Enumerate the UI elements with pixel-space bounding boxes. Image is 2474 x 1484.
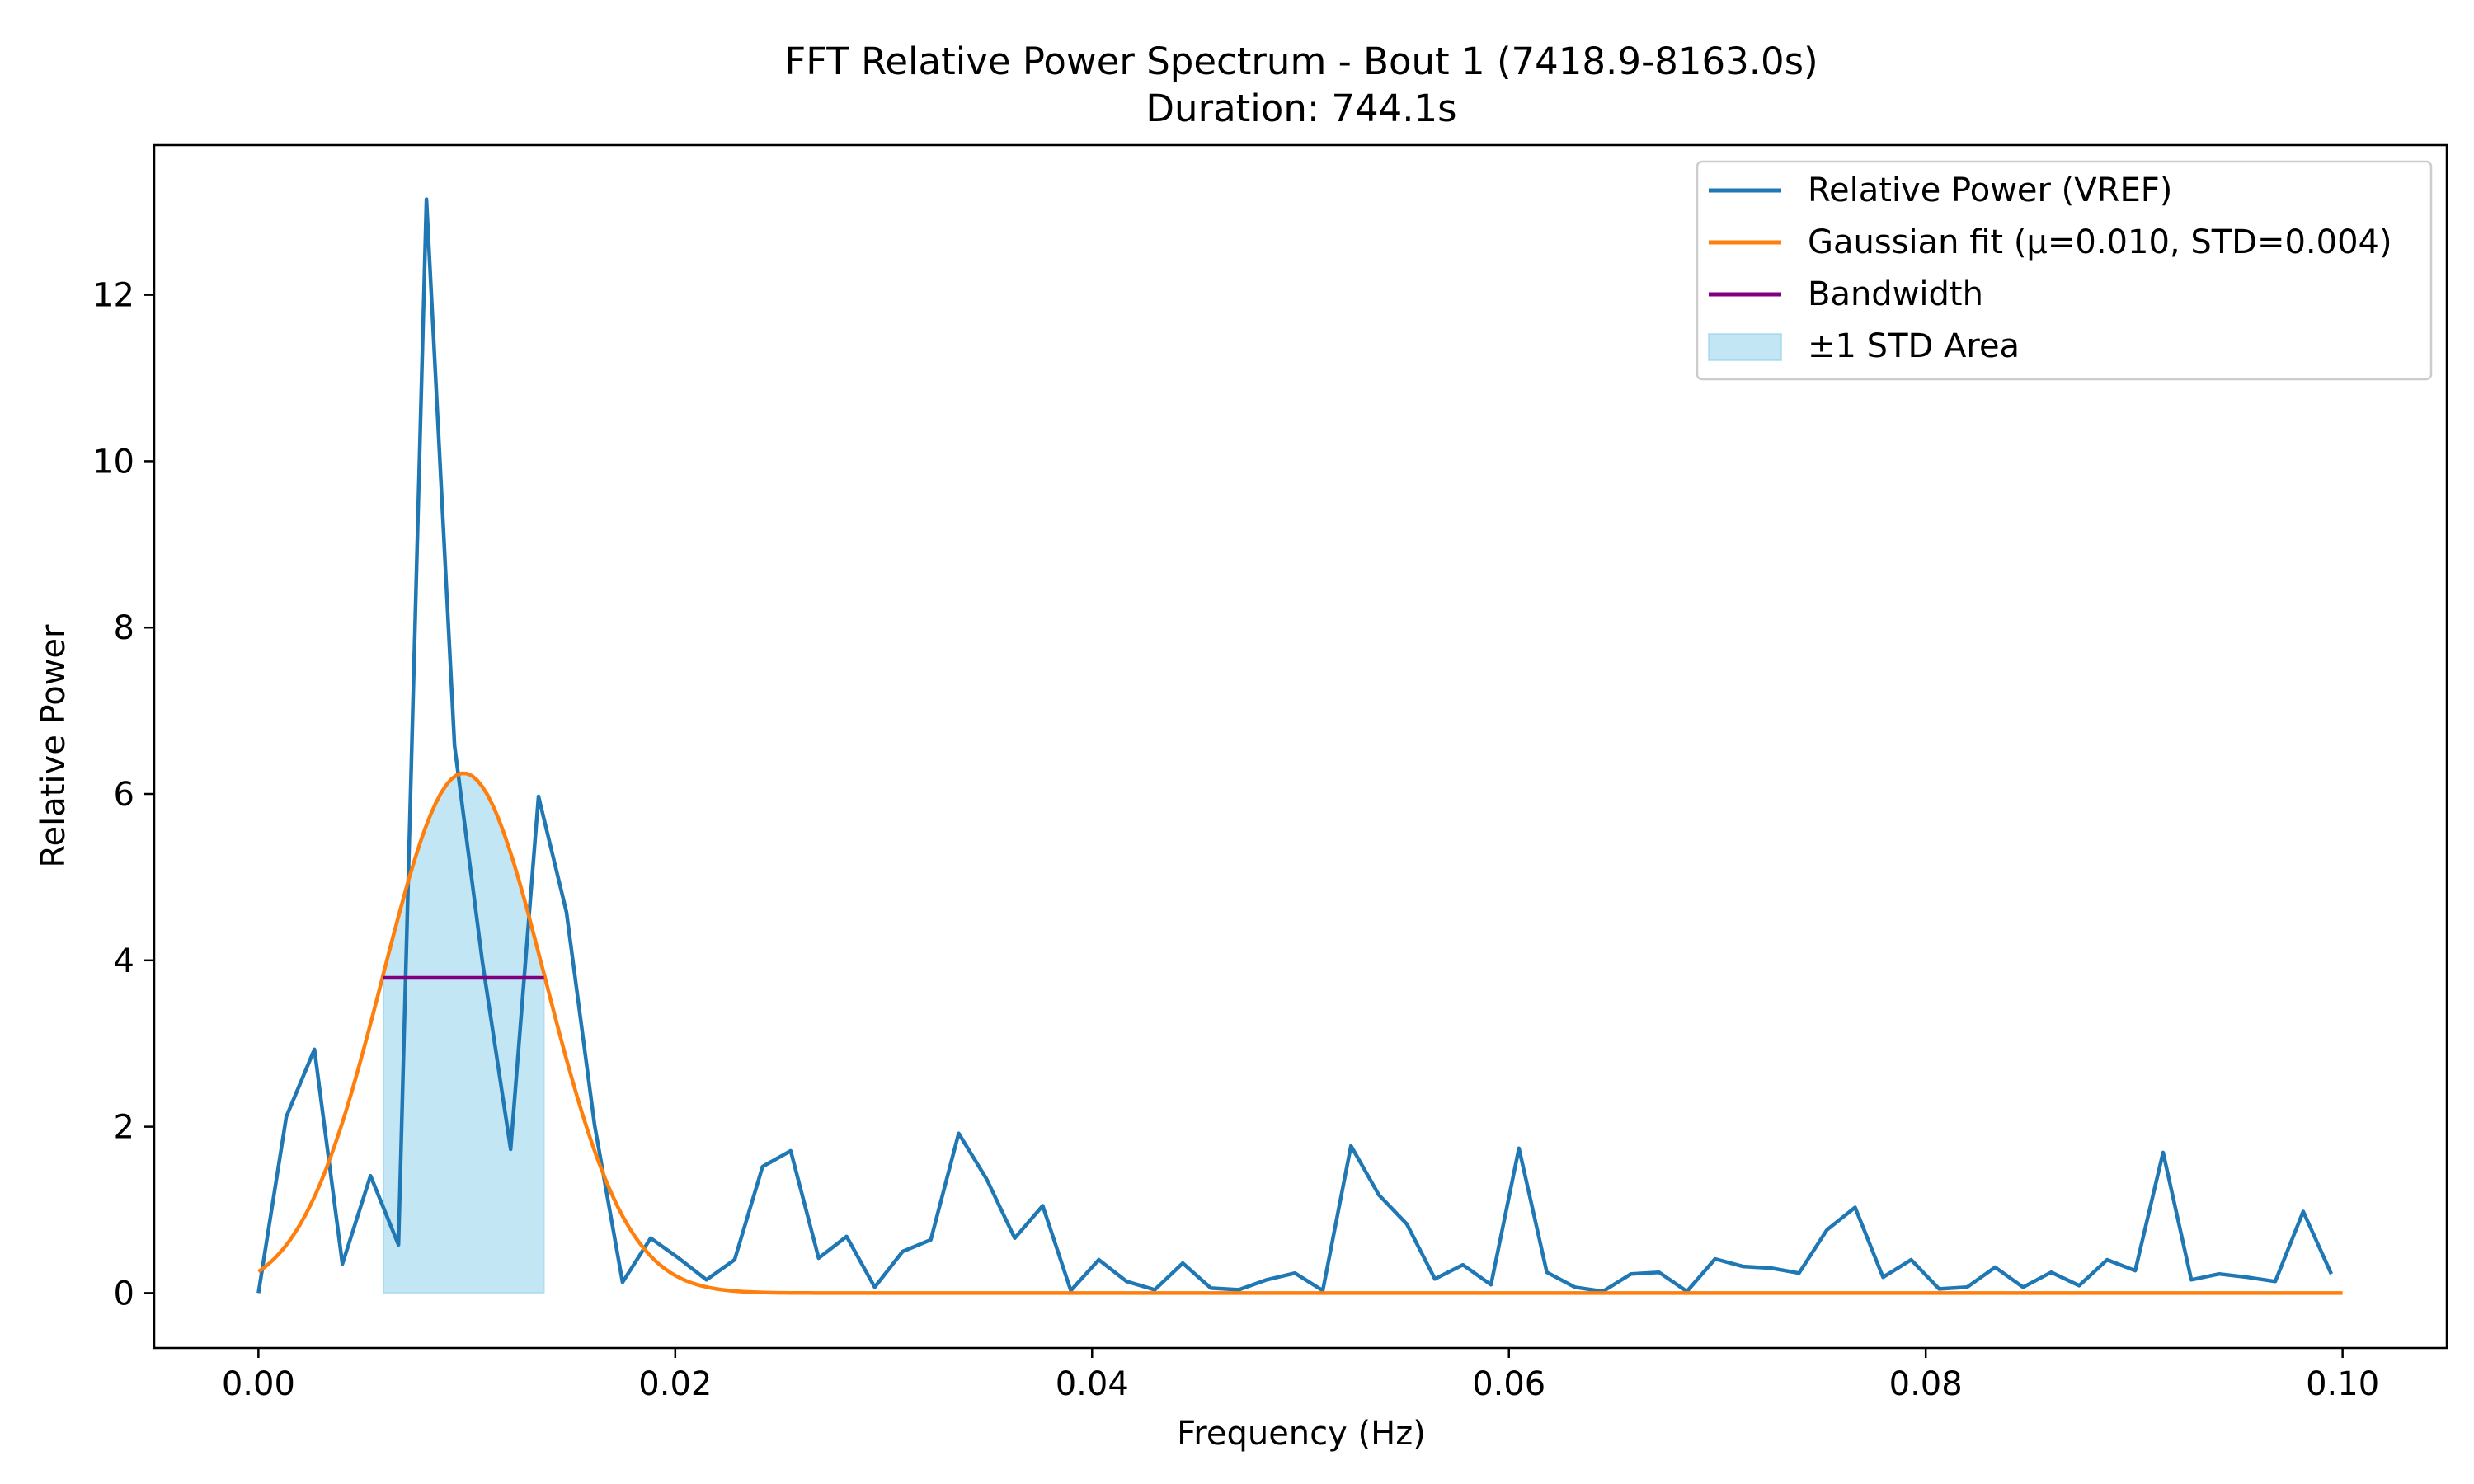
legend-handle-std-area: [1708, 333, 1782, 361]
legend: Relative Power (VREF) Gaussian fit (μ=0.…: [1696, 160, 2433, 381]
y-tick-label: 2: [114, 1109, 134, 1147]
y-tick-label: 12: [92, 277, 134, 315]
legend-label-std-area: ±1 STD Area: [1808, 327, 2020, 365]
gaussian-fit-line: [257, 771, 2343, 1295]
legend-label-gaussian-fit: Gaussian fit (μ=0.010, STD=0.004): [1808, 223, 2392, 261]
y-tick-label: 10: [92, 443, 134, 481]
y-axis-label: Relative Power: [35, 624, 73, 868]
y-tick-label: 6: [114, 776, 134, 814]
x-axis-label: Frequency (Hz): [1177, 1415, 1426, 1453]
legend-label-bandwidth: Bandwidth: [1808, 275, 1983, 313]
x-tick-label: 0.02: [638, 1365, 712, 1403]
plot-content: [256, 197, 2343, 1295]
chart-subtitle: Duration: 744.1s: [1145, 87, 1456, 130]
plot-frame: [153, 143, 2448, 1350]
x-tick-label: 0.10: [2306, 1365, 2379, 1403]
y-tick-label: 8: [114, 609, 134, 647]
x-tick-label: 0.00: [222, 1365, 295, 1403]
chart-title: FFT Relative Power Spectrum - Bout 1 (74…: [784, 40, 1818, 83]
legend-label-relative-power: Relative Power (VREF): [1808, 171, 2172, 209]
legend-frame: [1696, 160, 2433, 381]
y-tick-label: 4: [114, 942, 134, 980]
x-tick-label: 0.06: [1472, 1365, 1545, 1403]
axis-ticks: 0.00 0.02 0.04 0.06 0.08 0.10 0 2 4 6 8 10 12: [92, 277, 2379, 1403]
x-tick-label: 0.04: [1056, 1365, 1129, 1403]
y-tick-label: 0: [114, 1275, 134, 1313]
x-tick-label: 0.08: [1889, 1365, 1963, 1403]
